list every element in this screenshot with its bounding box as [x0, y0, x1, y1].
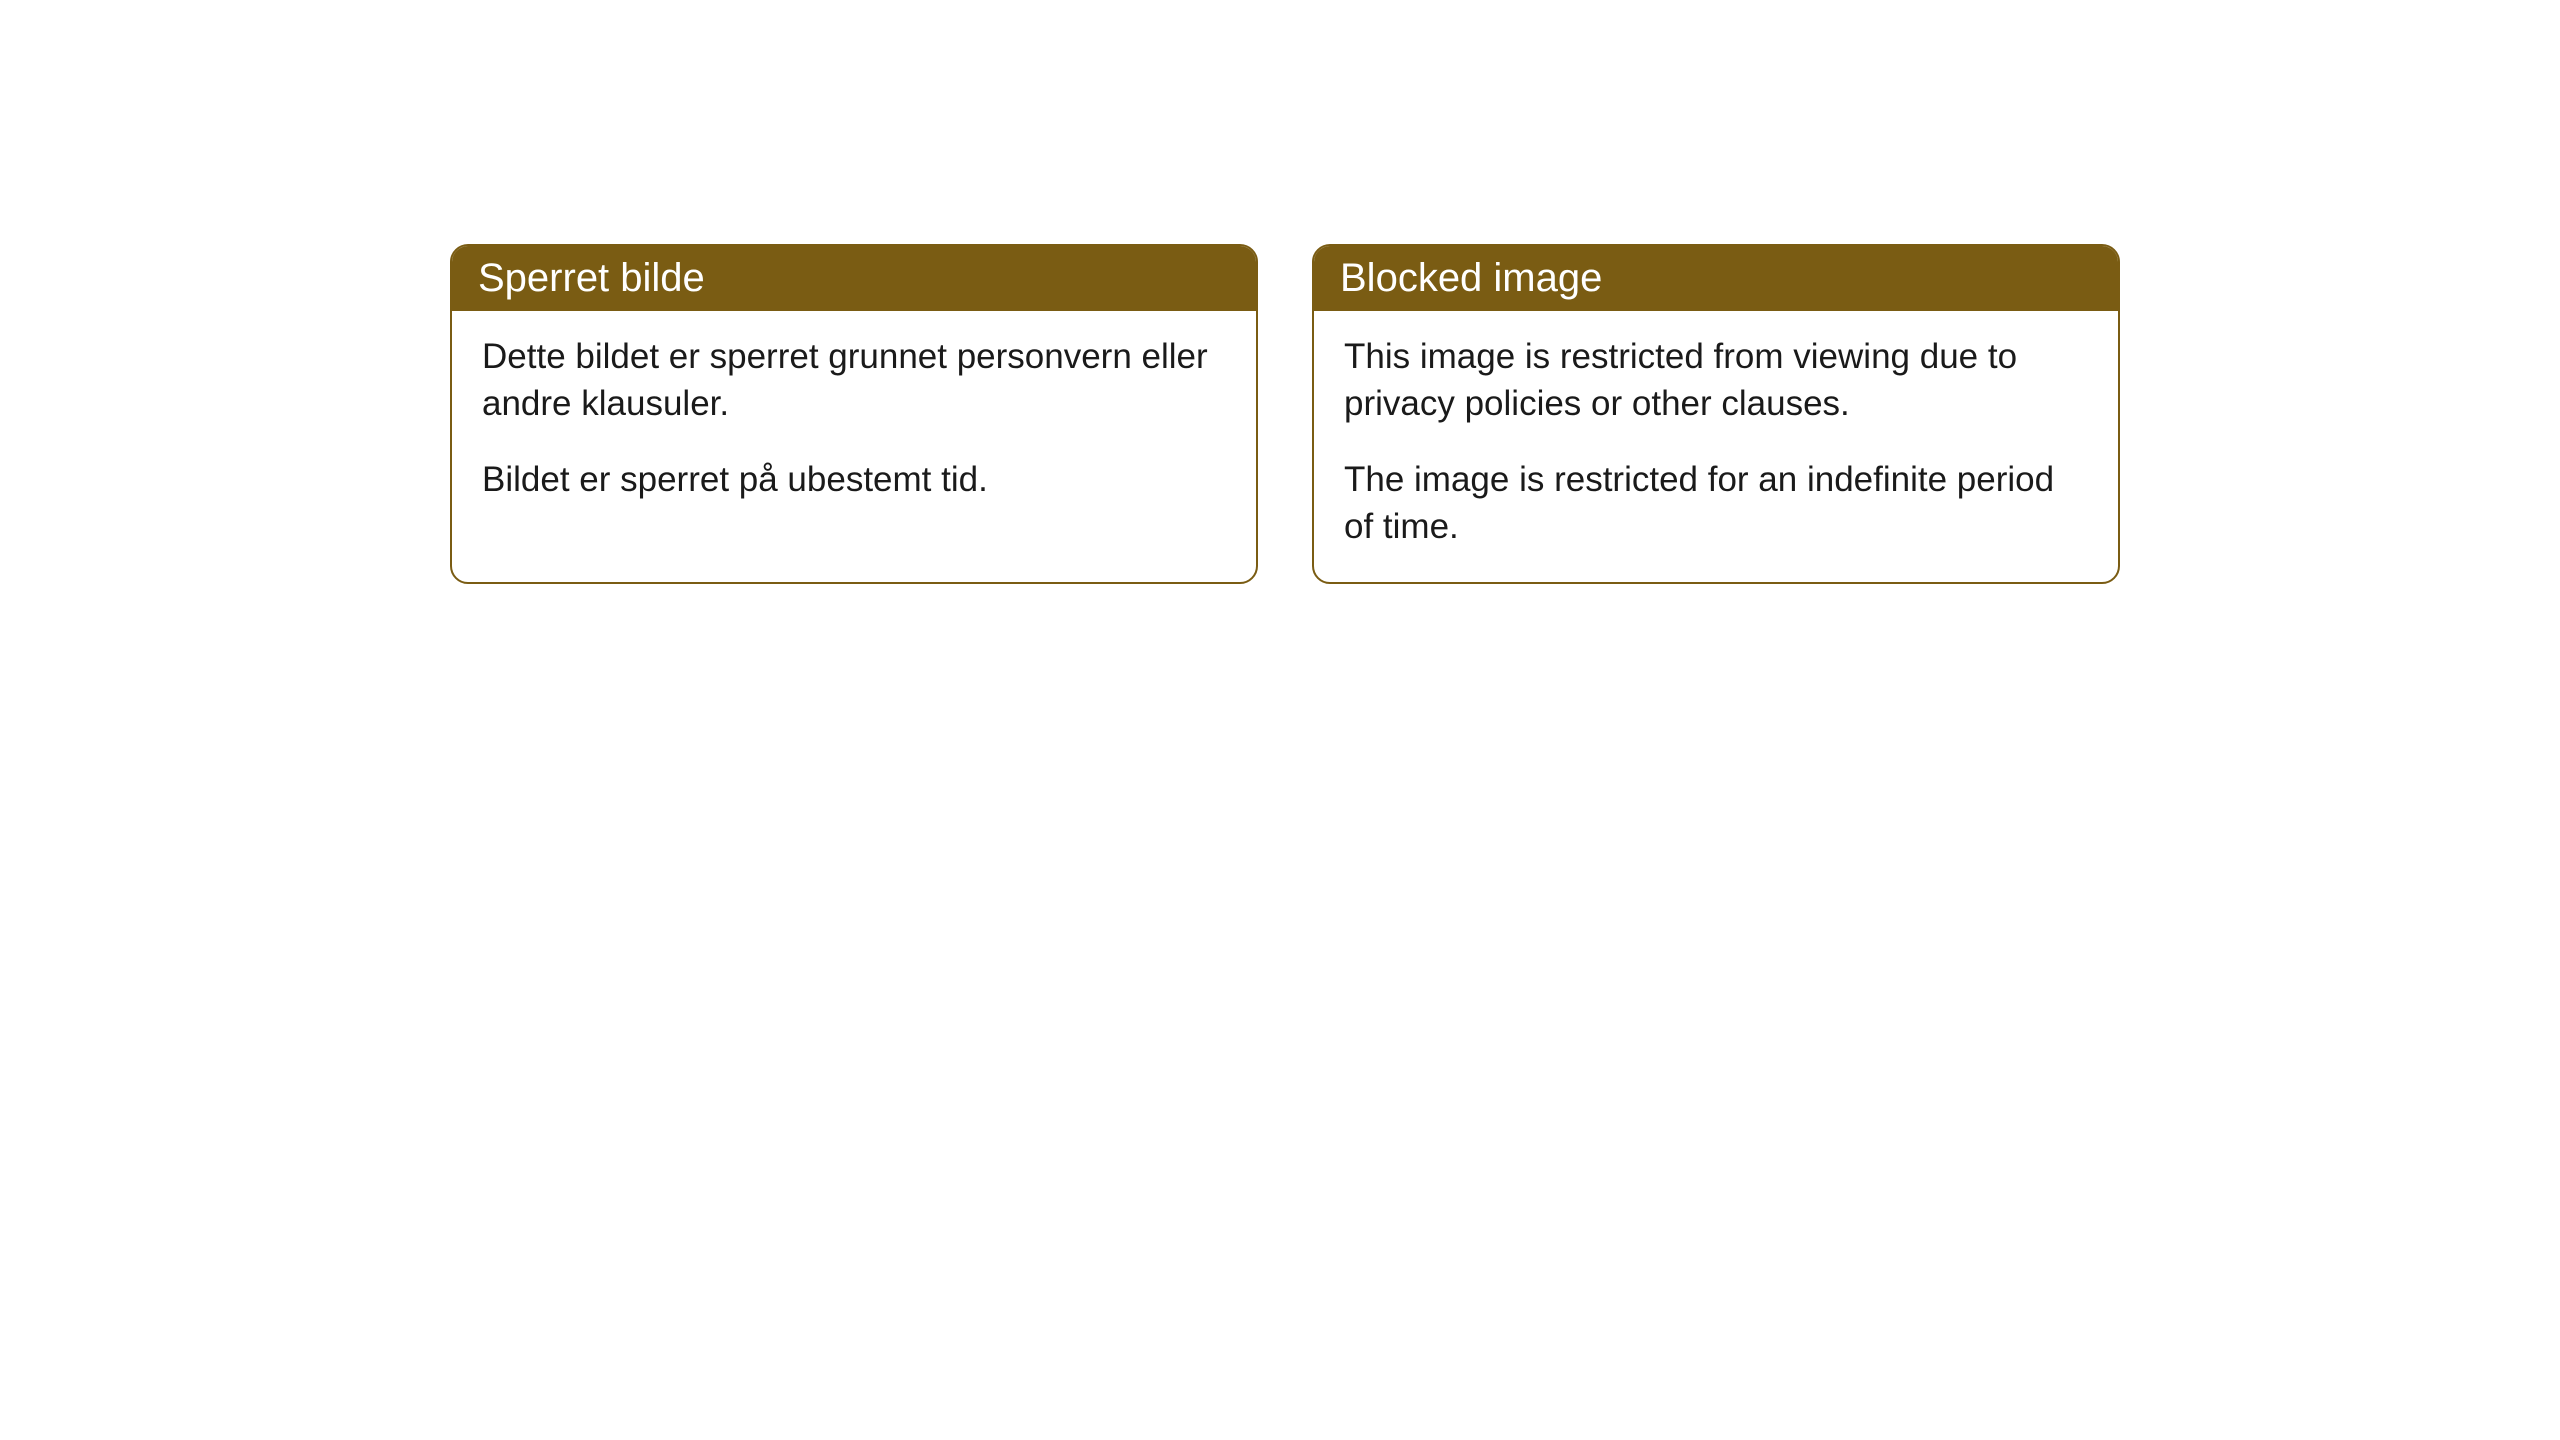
card-paragraph: Bildet er sperret på ubestemt tid. — [482, 456, 1226, 503]
card-body-norwegian: Dette bildet er sperret grunnet personve… — [452, 311, 1256, 535]
card-title-norwegian: Sperret bilde — [478, 256, 705, 300]
card-header-norwegian: Sperret bilde — [452, 246, 1256, 311]
notice-cards-container: Sperret bilde Dette bildet er sperret gr… — [450, 244, 2120, 584]
notice-card-english: Blocked image This image is restricted f… — [1312, 244, 2120, 584]
card-title-english: Blocked image — [1340, 256, 1602, 300]
card-paragraph: Dette bildet er sperret grunnet personve… — [482, 333, 1226, 428]
card-header-english: Blocked image — [1314, 246, 2118, 311]
notice-card-norwegian: Sperret bilde Dette bildet er sperret gr… — [450, 244, 1258, 584]
card-paragraph: This image is restricted from viewing du… — [1344, 333, 2088, 428]
card-paragraph: The image is restricted for an indefinit… — [1344, 456, 2088, 551]
card-body-english: This image is restricted from viewing du… — [1314, 311, 2118, 582]
